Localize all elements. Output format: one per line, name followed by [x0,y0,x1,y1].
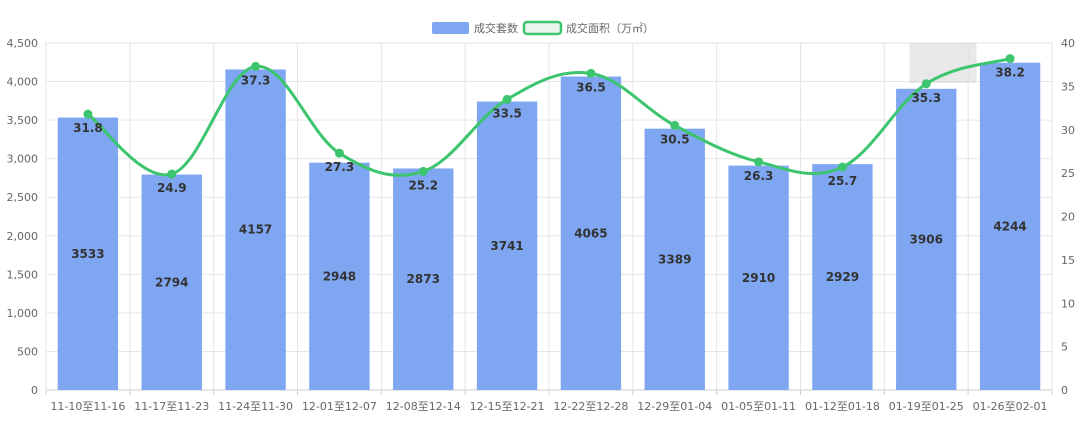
line-point[interactable] [334,148,344,158]
y-left-tick-label: 3,500 [7,114,39,127]
y-axis-left: 0 500 1,000 1,500 2,000 2,500 3,000 3,500 4,000 4… [7,37,39,397]
line-value-label: 38.2 [995,66,1025,80]
y-right-tick-label: 35 [1061,80,1075,93]
bar[interactable] [476,101,538,390]
bar-value-label: 4244 [993,219,1026,233]
line-value-label: 25.7 [828,174,858,188]
x-tick-label: 12-15至12-21 [470,400,545,413]
line-value-label: 33.5 [492,106,522,120]
y-axis-right: 0 5 10 15 20 25 30 35 40 [1061,37,1075,397]
bar-value-label: 4157 [239,223,272,237]
bar[interactable] [225,69,286,391]
bar[interactable] [141,174,202,390]
x-tick-label: 12-01至12-07 [302,400,377,413]
x-tick-label: 12-08至12-14 [386,400,461,413]
line-value-label: 24.9 [157,181,187,195]
line-point[interactable] [1005,54,1015,64]
y-right-tick-label: 30 [1061,124,1075,137]
grid-lines [45,42,1053,391]
line-point[interactable] [418,166,428,176]
y-left-tick-label: 2,000 [7,230,39,243]
bar[interactable] [560,76,622,390]
legend-line-swatch[interactable] [522,20,563,36]
line-point[interactable] [586,68,596,78]
y-right-tick-label: 0 [1061,384,1068,397]
x-tick-label: 01-19至01-25 [889,400,964,413]
bar-value-label: 3389 [658,252,691,266]
y-left-tick-label: 1,500 [7,268,39,281]
y-left-tick-label: 2,500 [7,191,39,204]
line-value-label: 30.5 [660,132,690,146]
line-value-label: 35.3 [911,91,941,105]
bar[interactable] [812,164,873,390]
x-tick-label: 11-17至11-23 [134,400,209,413]
x-tick-label: 12-29至01-04 [637,400,712,413]
line-value-label: 31.8 [73,121,103,135]
x-tick-label: 12-22至12-28 [553,400,628,413]
line-point[interactable] [502,94,512,104]
x-tick-label: 01-12至01-18 [805,400,880,413]
line-value-label: 36.5 [576,80,606,94]
y-right-tick-label: 10 [1061,297,1075,310]
bar[interactable] [644,128,705,390]
bar-value-label: 2929 [826,270,859,284]
y-left-tick-label: 1,000 [7,307,39,320]
y-right-tick-label: 25 [1061,167,1075,180]
y-right-tick-label: 20 [1061,211,1075,224]
bar[interactable] [979,62,1041,390]
bar-value-label: 4065 [574,226,607,240]
bar-value-label: 2910 [742,271,775,285]
line-value-label: 26.3 [744,169,774,183]
bar-value-label: 3741 [490,239,523,253]
bar-value-label: 2794 [155,275,188,289]
legend-bar-swatch[interactable] [432,22,469,34]
x-tick-label: 11-24至11-30 [218,400,293,413]
line-point[interactable] [167,169,177,179]
y-right-tick-label: 15 [1061,254,1075,267]
line-point[interactable] [837,162,847,172]
legend-line-label[interactable]: 成交面积（万㎡） [566,21,654,35]
line-point[interactable] [754,157,764,167]
x-axis: 11-10至11-16 11-17至11-23 11-24至11-30 12-01至1… [45,390,1053,413]
line-series: 31.8 24.9 37.3 27.3 25.2 33.5 36.5 30.5 26.3 25.7… [73,54,1025,195]
bar[interactable] [57,117,119,391]
bar[interactable] [309,162,370,390]
y-left-tick-label: 4,500 [7,37,39,50]
line-path [86,57,1011,177]
x-tick-label: 11-10至11-16 [50,400,125,413]
bar-value-label: 2948 [323,269,356,283]
x-tick-label: 01-26至02-01 [973,400,1048,413]
y-right-tick-label: 5 [1061,341,1068,354]
bar-value-label: 2873 [407,272,440,286]
legend-bar-label[interactable]: 成交套数 [474,21,518,35]
line-point[interactable] [670,120,680,130]
bar-series: 3533 2794 4157 2948 2873 3741 4065 3389 2910 2929… [57,62,1041,391]
line-value-label: 37.3 [241,73,271,87]
bar-value-label: 3533 [71,247,104,261]
line-point[interactable] [83,109,93,119]
y-left-tick-label: 500 [17,345,38,358]
bar-value-label: 3906 [910,232,943,246]
legend[interactable]: 成交套数 成交面积（万㎡） [432,20,654,36]
y-right-tick-label: 40 [1061,37,1075,50]
bar[interactable] [728,165,789,390]
bar[interactable] [393,168,454,390]
line-point[interactable] [251,61,261,71]
x-tick-label: 01-05至01-11 [721,400,796,413]
bar[interactable] [896,88,957,390]
y-left-tick-label: 0 [31,384,38,397]
hover-highlight [909,43,977,83]
y-left-tick-label: 4,000 [7,76,39,89]
line-value-label: 25.2 [408,178,438,192]
y-left-tick-label: 3,000 [7,153,39,166]
line-point[interactable] [921,79,931,89]
line-value-label: 27.3 [325,160,355,174]
